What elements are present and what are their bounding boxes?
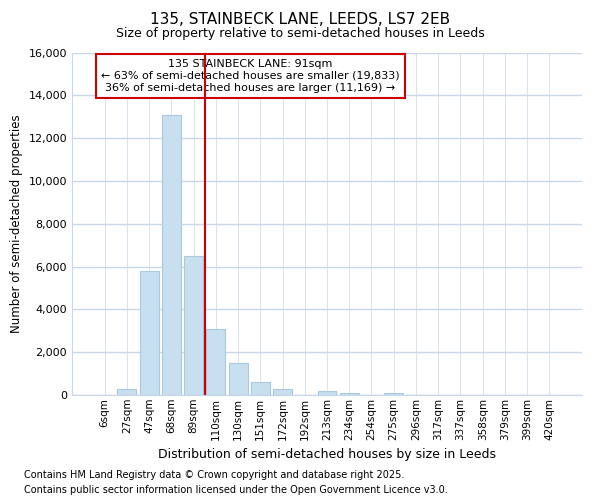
Bar	[384, 393, 403, 395]
Text: Contains HM Land Registry data © Crown copyright and database right 2025.: Contains HM Land Registry data © Crown c…	[24, 470, 404, 480]
Bar	[273, 388, 292, 395]
Bar	[118, 388, 136, 395]
Bar	[229, 363, 248, 395]
Text: 135 STAINBECK LANE: 91sqm
← 63% of semi-detached houses are smaller (19,833)
36%: 135 STAINBECK LANE: 91sqm ← 63% of semi-…	[101, 60, 400, 92]
X-axis label: Distribution of semi-detached houses by size in Leeds: Distribution of semi-detached houses by …	[158, 448, 496, 461]
Bar	[184, 256, 203, 395]
Y-axis label: Number of semi-detached properties: Number of semi-detached properties	[10, 114, 23, 333]
Bar	[206, 328, 225, 395]
Bar	[140, 271, 158, 395]
Bar	[251, 382, 270, 395]
Bar	[162, 114, 181, 395]
Text: Contains public sector information licensed under the Open Government Licence v3: Contains public sector information licen…	[24, 485, 448, 495]
Bar	[340, 393, 359, 395]
Text: Size of property relative to semi-detached houses in Leeds: Size of property relative to semi-detach…	[116, 28, 484, 40]
Bar	[317, 390, 337, 395]
Text: 135, STAINBECK LANE, LEEDS, LS7 2EB: 135, STAINBECK LANE, LEEDS, LS7 2EB	[150, 12, 450, 28]
